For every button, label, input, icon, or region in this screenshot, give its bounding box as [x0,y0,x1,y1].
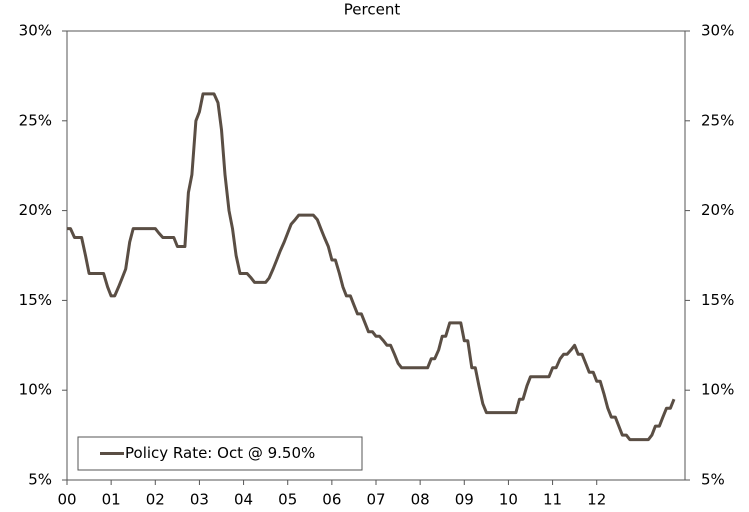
y2-tick-label: 30% [701,22,734,40]
y2-tick-label: 5% [701,471,725,489]
x-tick-label: 03 [190,491,209,509]
x-tick-label: 01 [102,491,121,509]
y2-tick-label: 15% [701,291,734,309]
y2-tick-label: 25% [701,111,734,129]
y-tick-label: 25% [19,111,52,129]
x-tick-label: 02 [146,491,165,509]
y-tick-label: 15% [19,291,52,309]
x-tick-label: 10 [499,491,518,509]
chart-title: Percent [344,1,401,19]
y-tick-label: 20% [19,201,52,219]
x-tick-label: 09 [455,491,474,509]
x-tick-label: 04 [234,491,253,509]
y2-tick-label: 20% [701,201,734,219]
series-line [67,92,676,442]
x-tick-label: 00 [57,491,76,509]
y2-tick-label: 10% [701,381,734,399]
y-tick-label: 10% [19,381,52,399]
x-tick-label: 12 [587,491,606,509]
y-tick-label: 5% [28,471,52,489]
x-tick-label: 07 [366,491,385,509]
x-tick-label: 06 [322,491,341,509]
legend-box [77,436,363,471]
y-tick-label: 30% [19,22,52,40]
x-tick-label: 05 [278,491,297,509]
x-tick-label: 08 [411,491,430,509]
x-tick-label: 11 [543,491,562,509]
legend-label: Policy Rate: Oct @ 9.50% [125,444,315,462]
plot-frame [66,30,686,481]
